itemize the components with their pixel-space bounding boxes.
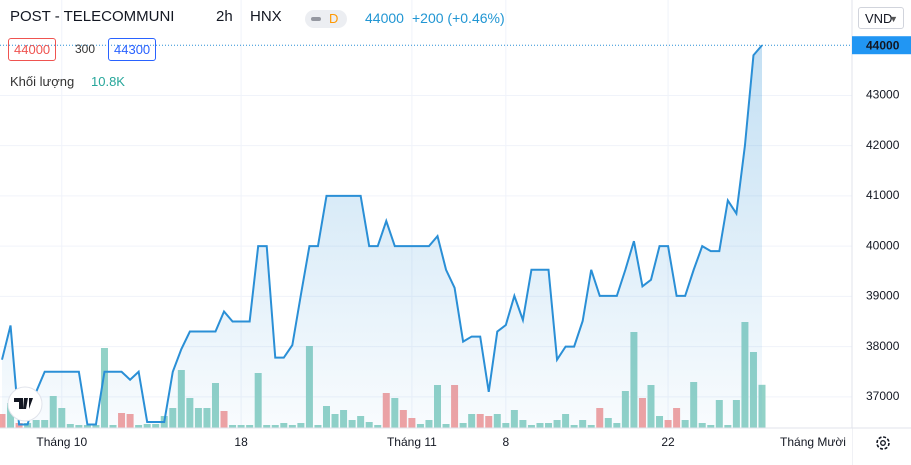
y-tick-label: 42000: [866, 138, 900, 152]
settings-gear[interactable]: [876, 436, 890, 450]
price-line: [1, 44, 763, 426]
tv-logo-mark: [14, 398, 33, 409]
x-tick-label: Tháng 10: [36, 435, 87, 449]
badge-dot: [311, 17, 321, 21]
interval[interactable]: 2h: [216, 8, 233, 25]
dropdown-arrow[interactable]: ▼: [889, 14, 898, 24]
volume-value: 10.8K: [91, 74, 125, 89]
y-tick-label: 37000: [866, 389, 900, 403]
x-tick-label: 22: [661, 435, 675, 449]
settings-gear-hub: [880, 440, 886, 446]
x-tick-label: 18: [234, 435, 248, 449]
y-tick-label: 40000: [866, 238, 900, 252]
currency[interactable]: VND: [865, 11, 893, 26]
bid-box[interactable]: 44000: [8, 38, 57, 61]
y-tick-label: 43000: [866, 88, 900, 102]
ask-box[interactable]: 44300: [108, 38, 157, 61]
last-price: 44000: [365, 10, 404, 26]
price-change: +200 (+0.46%): [412, 10, 505, 26]
volume-label: Khối lượng: [10, 74, 75, 89]
time-axis-bg: [0, 428, 852, 465]
spread: 300: [75, 42, 96, 56]
currency-select[interactable]: VND ▼: [858, 7, 904, 29]
last-price-label: 44000: [866, 38, 900, 52]
y-tick-label: 39000: [866, 289, 900, 303]
badge-pill: D: [305, 10, 347, 28]
price-axis-bg: [852, 0, 911, 465]
y-tick-label: 41000: [866, 188, 900, 202]
x-tick-label: Tháng 11: [387, 435, 437, 449]
last-price-badge: [852, 36, 911, 55]
x-tick-label: 8: [502, 435, 509, 449]
symbol-title: POST - TELECOMMUNI: [10, 8, 175, 25]
x-end-label: Tháng Mười: [780, 435, 846, 449]
badge-text: D: [329, 11, 339, 26]
exchange: HNX: [250, 8, 282, 25]
y-tick-label: 38000: [866, 339, 900, 353]
